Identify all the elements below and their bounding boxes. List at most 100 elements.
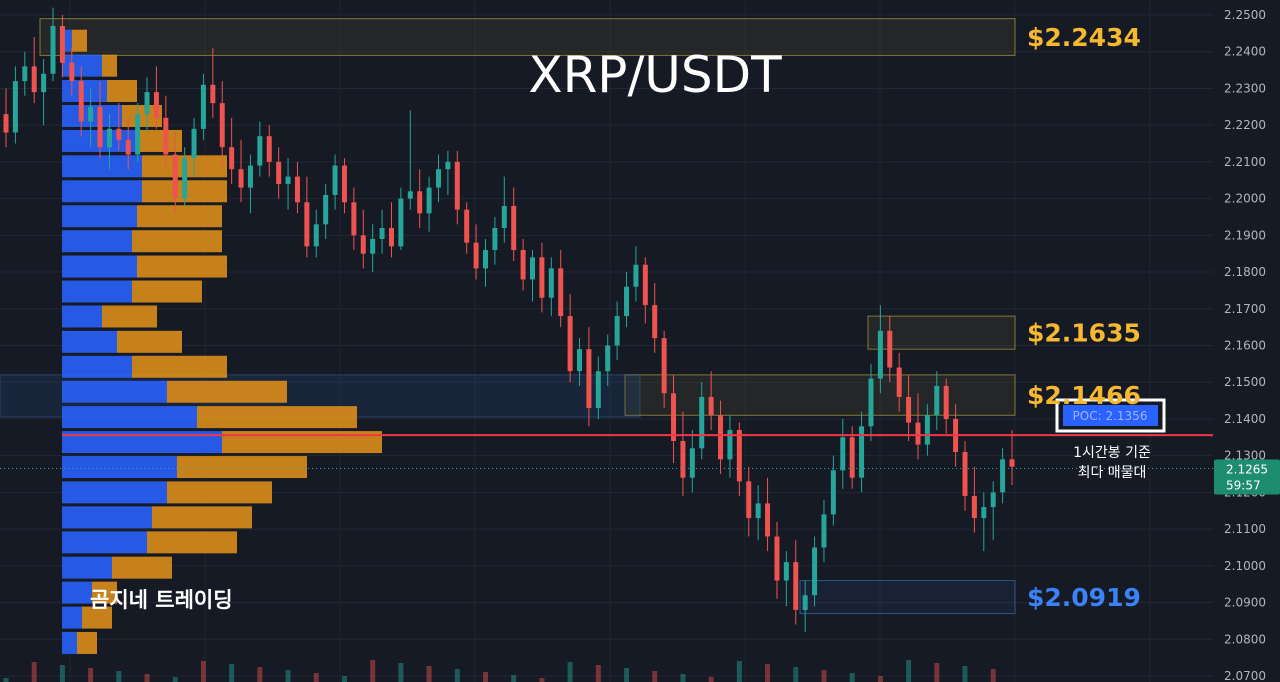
level-zone	[624, 374, 1016, 416]
vp-sell-bar	[177, 456, 307, 479]
poc-label: POC: 2.1356	[1073, 409, 1148, 423]
vp-sell-bar	[167, 481, 272, 504]
volume-bar	[172, 677, 178, 682]
candle-body	[351, 202, 357, 236]
candle-body	[755, 503, 761, 519]
volume-bar	[990, 669, 996, 682]
volume-bar	[398, 663, 404, 682]
candle-body	[360, 235, 366, 254]
price-tick-label: 2.1800	[1224, 265, 1266, 279]
candle-body	[511, 205, 517, 251]
vp-buy-bar	[62, 406, 197, 429]
vp-buy-bar	[62, 230, 132, 253]
vp-buy-bar	[62, 581, 92, 604]
price-tick-label: 2.1300	[1224, 449, 1266, 463]
candle-body	[12, 81, 18, 133]
candle-body	[238, 169, 244, 188]
level-zones	[0, 18, 1016, 615]
volume-bar	[426, 666, 432, 682]
candle-body	[586, 349, 592, 408]
price-tick-label: 2.2100	[1224, 155, 1266, 169]
volume-bar	[59, 665, 65, 682]
vp-buy-bar	[62, 155, 142, 178]
candle-body	[247, 165, 253, 188]
vp-sell-bar	[72, 29, 87, 52]
candle-body	[859, 426, 865, 478]
candle-body	[106, 128, 112, 148]
candle-body	[962, 451, 968, 497]
candle-body	[746, 481, 752, 519]
candle-body	[671, 393, 677, 441]
level-label: $2.2434	[1027, 23, 1141, 52]
candle-body	[1000, 459, 1006, 493]
level-label: $2.0919	[1027, 583, 1141, 612]
vp-buy-bar	[62, 180, 142, 203]
volume-bar	[341, 676, 347, 682]
candle-body	[435, 169, 441, 188]
watermark-text: 곰지네 트레이딩	[90, 588, 233, 612]
candle-body	[971, 496, 977, 519]
volume-bar	[736, 661, 742, 682]
current-price-value: 2.1265	[1226, 463, 1268, 477]
volume-bar	[116, 671, 122, 682]
candle-body	[398, 198, 404, 247]
volume-bar	[539, 678, 545, 682]
volume-bar	[257, 667, 263, 682]
price-tick-label: 2.2300	[1224, 81, 1266, 95]
candle-body	[210, 84, 216, 104]
price-axis[interactable]: 2.2500 2.2400 2.2300 2.2200 2.2100 2.2000 2.19…	[1213, 0, 1280, 682]
candle-body	[69, 62, 75, 82]
candle-body	[200, 84, 206, 129]
candle-body	[97, 106, 103, 148]
candle-body	[417, 191, 423, 214]
vp-sell-bar	[122, 104, 162, 127]
candle-body	[802, 595, 808, 610]
candle-body	[689, 448, 695, 478]
volume-bar	[849, 673, 855, 682]
candle-body	[605, 345, 611, 372]
level-zone	[867, 315, 1016, 350]
candle-body	[153, 92, 159, 118]
candle-countdown: 59:57	[1226, 479, 1261, 493]
candle-body	[22, 66, 28, 82]
candle-body	[699, 396, 705, 449]
candle-body	[577, 349, 583, 372]
vp-buy-bar	[62, 456, 177, 479]
candle-body	[896, 367, 902, 397]
vp-sell-bar	[137, 255, 227, 278]
price-tick-label: 2.0700	[1224, 669, 1266, 682]
candle-body	[501, 205, 507, 228]
price-tick-label: 2.1900	[1224, 228, 1266, 242]
vp-buy-bar	[62, 531, 147, 554]
level-zone	[799, 580, 1016, 615]
vp-buy-bar	[62, 355, 132, 378]
candle-body	[652, 305, 658, 339]
vp-buy-bar	[62, 330, 117, 353]
vp-sell-bar	[107, 80, 137, 103]
vp-buy-bar	[62, 80, 107, 103]
candle-body	[219, 103, 225, 148]
vp-sell-bar	[82, 606, 112, 629]
volume-bar	[934, 663, 940, 682]
vp-buy-bar	[62, 205, 137, 228]
candle-body	[595, 371, 601, 408]
candle-body	[31, 66, 37, 93]
volume-bar	[624, 668, 630, 682]
vp-buy-bar	[62, 255, 137, 278]
current-price-tag	[1214, 459, 1280, 495]
vp-buy-bar	[62, 606, 82, 629]
candle-body	[285, 176, 291, 184]
vp-buy-bar	[62, 431, 222, 454]
vp-sell-bar	[132, 230, 222, 253]
candle-body	[830, 470, 836, 515]
candle-body	[125, 139, 131, 155]
candle-body	[718, 415, 724, 460]
volume-bar	[88, 668, 94, 682]
candle-body	[849, 437, 855, 478]
candle-body	[229, 147, 235, 170]
candle-body	[633, 264, 639, 287]
volume-bar	[144, 674, 150, 682]
vp-buy-bar	[62, 556, 112, 579]
volume-bar	[708, 677, 714, 682]
